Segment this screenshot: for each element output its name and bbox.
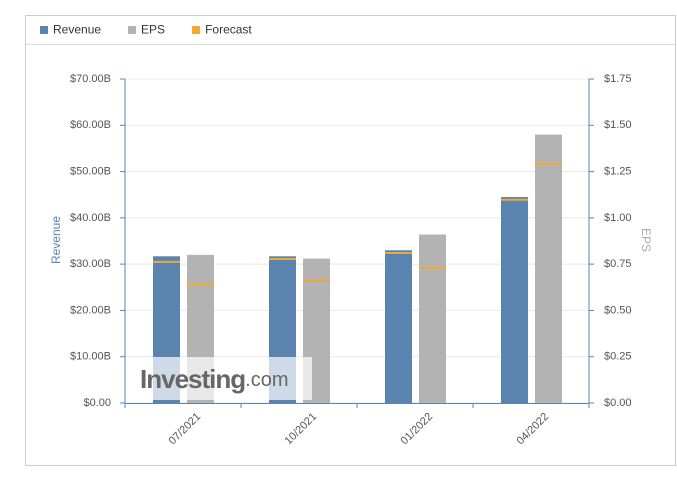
y-tick-label: $10.00B: [70, 351, 111, 363]
legend-label: Forecast: [205, 23, 252, 37]
y-axis-label: Revenue: [49, 216, 63, 264]
watermark-brand: Investing: [140, 364, 245, 394]
legend-label: Revenue: [53, 23, 101, 37]
y-tick-label: $70.00B: [70, 73, 111, 85]
y2-tick-label: $0.00: [604, 397, 632, 409]
y2-tick-label: $1.25: [604, 165, 632, 177]
y-tick-label: $30.00B: [70, 258, 111, 270]
y2-tick-label: $0.50: [604, 304, 632, 316]
y2-tick-label: $0.75: [604, 258, 632, 270]
y-tick-label: $60.00B: [70, 119, 111, 131]
watermark-suffix: .com: [245, 369, 288, 391]
y2-tick-label: $1.00: [604, 212, 632, 224]
legend-swatch: [40, 26, 48, 34]
bar: [419, 234, 446, 403]
y2-tick-label: $0.25: [604, 351, 632, 363]
y-tick-label: $40.00B: [70, 212, 111, 224]
bar: [535, 134, 562, 404]
legend-swatch: [128, 26, 137, 34]
y2-axis-label: EPS: [639, 228, 653, 252]
watermark: Investing.com: [140, 364, 288, 394]
chart-frame: [25, 15, 676, 466]
y2-tick-label: $1.50: [604, 119, 632, 131]
legend-swatch: [192, 26, 201, 34]
bar: [385, 250, 412, 403]
bar: [501, 197, 528, 403]
y2-tick-label: $1.75: [604, 73, 632, 85]
y-tick-label: $20.00B: [70, 304, 111, 316]
y-tick-label: $50.00B: [70, 165, 111, 177]
watermark-backdrop: [152, 357, 312, 400]
legend-label: EPS: [141, 23, 165, 37]
y-tick-label: $0.00: [83, 397, 111, 409]
